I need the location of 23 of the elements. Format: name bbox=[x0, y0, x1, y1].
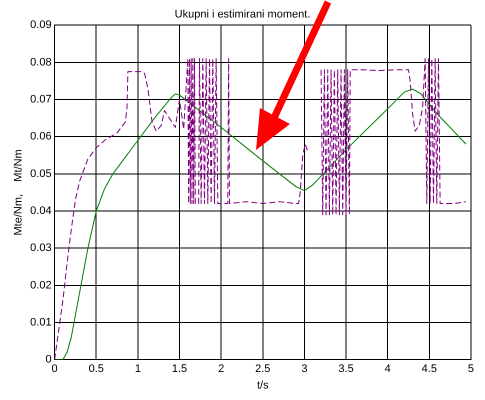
x-tick-label: 1.5 bbox=[172, 363, 188, 376]
y-tick-label: 0.09 bbox=[30, 19, 52, 32]
x-tick-label: 3 bbox=[301, 363, 308, 376]
y-axis-title: Mte/Nm, Mt/Nm bbox=[12, 149, 25, 236]
y-tick-label: 0.06 bbox=[30, 130, 52, 143]
x-tick-label: 2.5 bbox=[255, 363, 270, 376]
y-tick-label: 0.08 bbox=[30, 56, 52, 68]
x-tick-label: 1 bbox=[134, 363, 141, 376]
chart-title: Ukupni i estimirani moment. bbox=[174, 8, 310, 21]
x-tick-label: 2 bbox=[218, 363, 224, 376]
y-tick-label: 0 bbox=[45, 354, 52, 366]
y-tick-label: 0.03 bbox=[30, 242, 52, 254]
x-tick-label: 3.5 bbox=[338, 363, 354, 376]
y-tick-label: 0.05 bbox=[30, 168, 52, 180]
y-tick-label: 0.01 bbox=[30, 316, 52, 328]
y-tick-label: 0.02 bbox=[30, 279, 52, 292]
x-axis-title: t/s bbox=[256, 379, 270, 392]
x-tick-label: 4.5 bbox=[422, 363, 437, 376]
x-tick-label: 4 bbox=[384, 363, 391, 376]
y-tick-label: 0.04 bbox=[30, 205, 52, 218]
x-tick-label: 0.5 bbox=[88, 363, 104, 376]
y-tick-label: 0.07 bbox=[30, 94, 52, 106]
x-tick-label: 5 bbox=[468, 363, 474, 376]
